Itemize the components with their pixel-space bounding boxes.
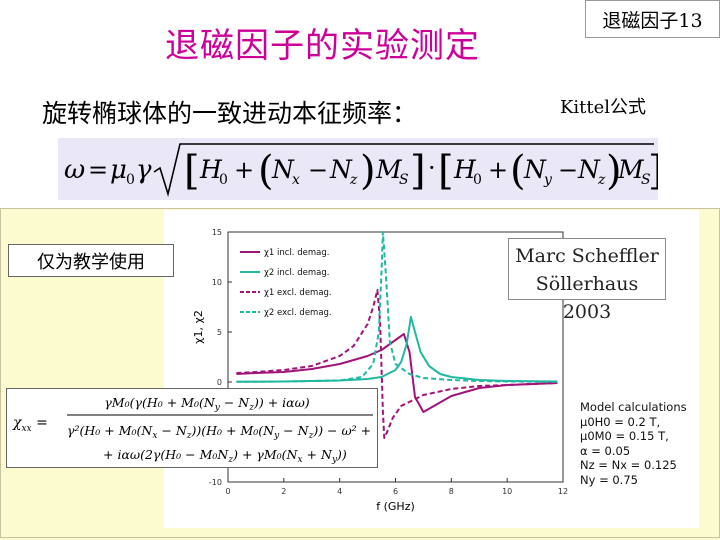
legend-label: χ1 excl. demag. xyxy=(264,288,332,298)
svg-text:M: M xyxy=(375,155,403,184)
x-tick-label: 8 xyxy=(449,487,454,496)
svg-text:+: + xyxy=(488,156,508,184)
svg-text:M: M xyxy=(617,155,645,184)
y-axis-label: χ1, χ2 xyxy=(192,310,205,344)
svg-text:y: y xyxy=(543,172,553,188)
svg-text:−: − xyxy=(308,156,328,184)
svg-text:−: − xyxy=(558,156,578,184)
y-tick-label: -10 xyxy=(209,478,222,487)
kittel-label: Kittel公式 xyxy=(548,88,658,124)
svg-text:): ) xyxy=(360,148,376,194)
svg-text:=: = xyxy=(88,156,108,184)
svg-text:z: z xyxy=(349,172,358,188)
param-line: α = 0.05 xyxy=(580,443,631,458)
x-tick-label: 2 xyxy=(281,487,286,496)
svg-text:H: H xyxy=(199,155,223,184)
susceptibility-formula: χxx = γM₀(γ(H₀ + M₀(Ny − Nz)) + iαω) γ²(… xyxy=(6,388,378,468)
credit-venue: Söllerhaus 2003 xyxy=(535,273,639,323)
x-tick-label: 0 xyxy=(225,487,230,496)
param-line: Nz = Nx = 0.125 xyxy=(580,458,677,472)
legend-label: χ2 excl. demag. xyxy=(264,308,332,318)
legend-label: χ1 incl. demag. xyxy=(264,248,329,258)
series-line-2 xyxy=(236,316,558,383)
y-tick-label: 10 xyxy=(212,278,222,287)
credit-author: Marc Scheffler xyxy=(515,245,659,267)
svg-text:0: 0 xyxy=(219,172,228,188)
svg-text:·: · xyxy=(428,154,436,182)
kittel-formula: ω = μ 0 γ [ H 0 + ( N x − N z ) M S ] · … xyxy=(58,138,658,200)
svg-text:N: N xyxy=(271,155,295,184)
slide-title: 退磁因子的实验测定 xyxy=(165,26,480,66)
param-line: μ0M0 = 0.15 T, xyxy=(580,429,669,443)
x-tick-label: 10 xyxy=(502,487,512,496)
svg-text:γM₀(γ(H₀ + M₀(Ny − Nz)) + iαω): γM₀(γ(H₀ + M₀(Ny − Nz)) + iαω) xyxy=(104,395,309,413)
chart-legend: χ1 incl. demag. χ2 incl. demag. χ1 excl. d… xyxy=(234,240,352,326)
svg-text:μ: μ xyxy=(110,155,127,185)
svg-text:N: N xyxy=(577,155,601,184)
y-tick-label: 15 xyxy=(212,228,222,237)
param-line: μ0H0 = 0.2 T, xyxy=(580,414,661,429)
svg-text:+: + xyxy=(234,156,254,184)
param-line: Ny = 0.75 xyxy=(580,472,638,487)
svg-text:): ) xyxy=(606,148,622,194)
svg-text:z: z xyxy=(597,172,606,188)
x-tick-label: 4 xyxy=(337,487,342,496)
series-line-3 xyxy=(236,289,558,439)
chart-series-layer xyxy=(236,231,558,439)
svg-text:+ iαω(2γ(H₀ − M₀Nz) + γM₀(Nx +: + iαω(2γ(H₀ − M₀Nz) + γM₀(Nx + Ny)) xyxy=(103,447,347,465)
slide-subtitle: 旋转椭球体的一致进动本征频率： xyxy=(42,99,418,128)
svg-text:ω: ω xyxy=(64,155,85,185)
svg-text:0: 0 xyxy=(126,172,135,188)
svg-text:γ: γ xyxy=(136,155,152,185)
x-tick-label: 12 xyxy=(558,487,568,496)
page-label: 退磁因子13 xyxy=(585,0,720,38)
svg-text:]: ] xyxy=(648,148,658,194)
svg-text:]: ] xyxy=(410,148,426,194)
svg-text:N: N xyxy=(523,155,547,184)
svg-text:[: [ xyxy=(184,148,200,194)
svg-text:[: [ xyxy=(438,148,454,194)
svg-text:(: ( xyxy=(510,148,526,194)
svg-text:(: ( xyxy=(258,148,274,194)
model-parameters: Model calculations μ0H0 = 0.2 T, μ0M0 = … xyxy=(580,400,700,487)
svg-text:H: H xyxy=(453,155,477,184)
svg-text:χxx =: χxx = xyxy=(12,415,48,434)
series-line-4 xyxy=(236,231,558,383)
kittel-formula-graphic: ω = μ 0 γ [ H 0 + ( N x − N z ) M S ] · … xyxy=(64,143,658,198)
svg-text:S: S xyxy=(399,172,409,188)
credit-box: Marc Scheffler Söllerhaus 2003 xyxy=(508,238,666,323)
y-tick-label: 5 xyxy=(217,328,222,337)
svg-text:S: S xyxy=(641,172,651,188)
x-axis-label: f (GHz) xyxy=(376,500,415,513)
y-tick-label: 0 xyxy=(217,378,222,387)
series-line-1 xyxy=(236,333,558,413)
x-tick-label: 6 xyxy=(393,487,398,496)
education-notice: 仅为教学使用 xyxy=(8,244,174,277)
svg-text:γ²(H₀ + M₀(Nx − Nz))(H₀ + M₀(N: γ²(H₀ + M₀(Nx − Nz))(H₀ + M₀(Ny − Nz)) −… xyxy=(67,423,371,441)
model-parameters-heading: Model calculations xyxy=(580,400,687,414)
svg-text:N: N xyxy=(329,155,353,184)
legend-label: χ2 incl. demag. xyxy=(264,268,329,278)
svg-text:x: x xyxy=(292,172,300,188)
susceptibility-formula-graphic: χxx = γM₀(γ(H₀ + M₀(Ny − Nz)) + iαω) γ²(… xyxy=(12,395,373,465)
svg-text:0: 0 xyxy=(473,172,482,188)
